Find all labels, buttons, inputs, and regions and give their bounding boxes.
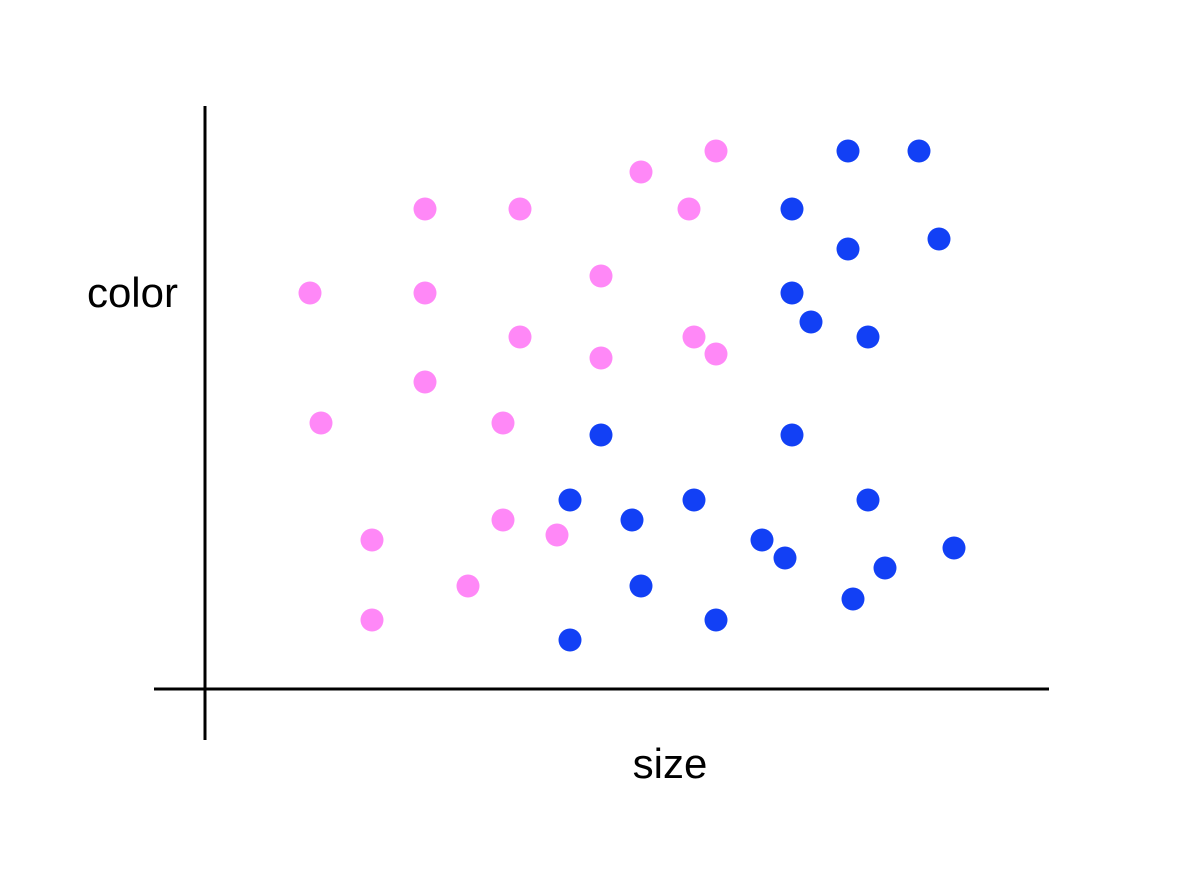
point: [856, 325, 880, 349]
point: [856, 488, 880, 512]
x-axis-label: size: [633, 740, 708, 787]
point: [704, 608, 728, 632]
point: [491, 508, 515, 532]
point: [780, 281, 804, 305]
point: [620, 508, 644, 532]
point: [907, 139, 931, 163]
y-axis-label: color: [87, 269, 178, 316]
point: [309, 411, 333, 435]
point: [704, 139, 728, 163]
point: [589, 423, 613, 447]
point: [780, 423, 804, 447]
point: [456, 574, 480, 598]
point: [589, 346, 613, 370]
point: [298, 281, 322, 305]
point: [589, 264, 613, 288]
point: [836, 237, 860, 261]
point: [836, 139, 860, 163]
point: [629, 160, 653, 184]
point: [704, 342, 728, 366]
point: [413, 370, 437, 394]
point: [558, 488, 582, 512]
point: [545, 523, 569, 547]
point: [491, 411, 515, 435]
point: [558, 628, 582, 652]
point: [413, 281, 437, 305]
point: [942, 536, 966, 560]
point: [508, 325, 532, 349]
point: [873, 556, 897, 580]
point: [508, 197, 532, 221]
point: [927, 227, 951, 251]
point: [780, 197, 804, 221]
point: [750, 528, 774, 552]
point: [360, 528, 384, 552]
point: [677, 197, 701, 221]
point: [682, 488, 706, 512]
point: [799, 310, 823, 334]
point: [841, 587, 865, 611]
point: [360, 608, 384, 632]
point: [773, 546, 797, 570]
point: [629, 574, 653, 598]
point: [682, 325, 706, 349]
point: [413, 197, 437, 221]
